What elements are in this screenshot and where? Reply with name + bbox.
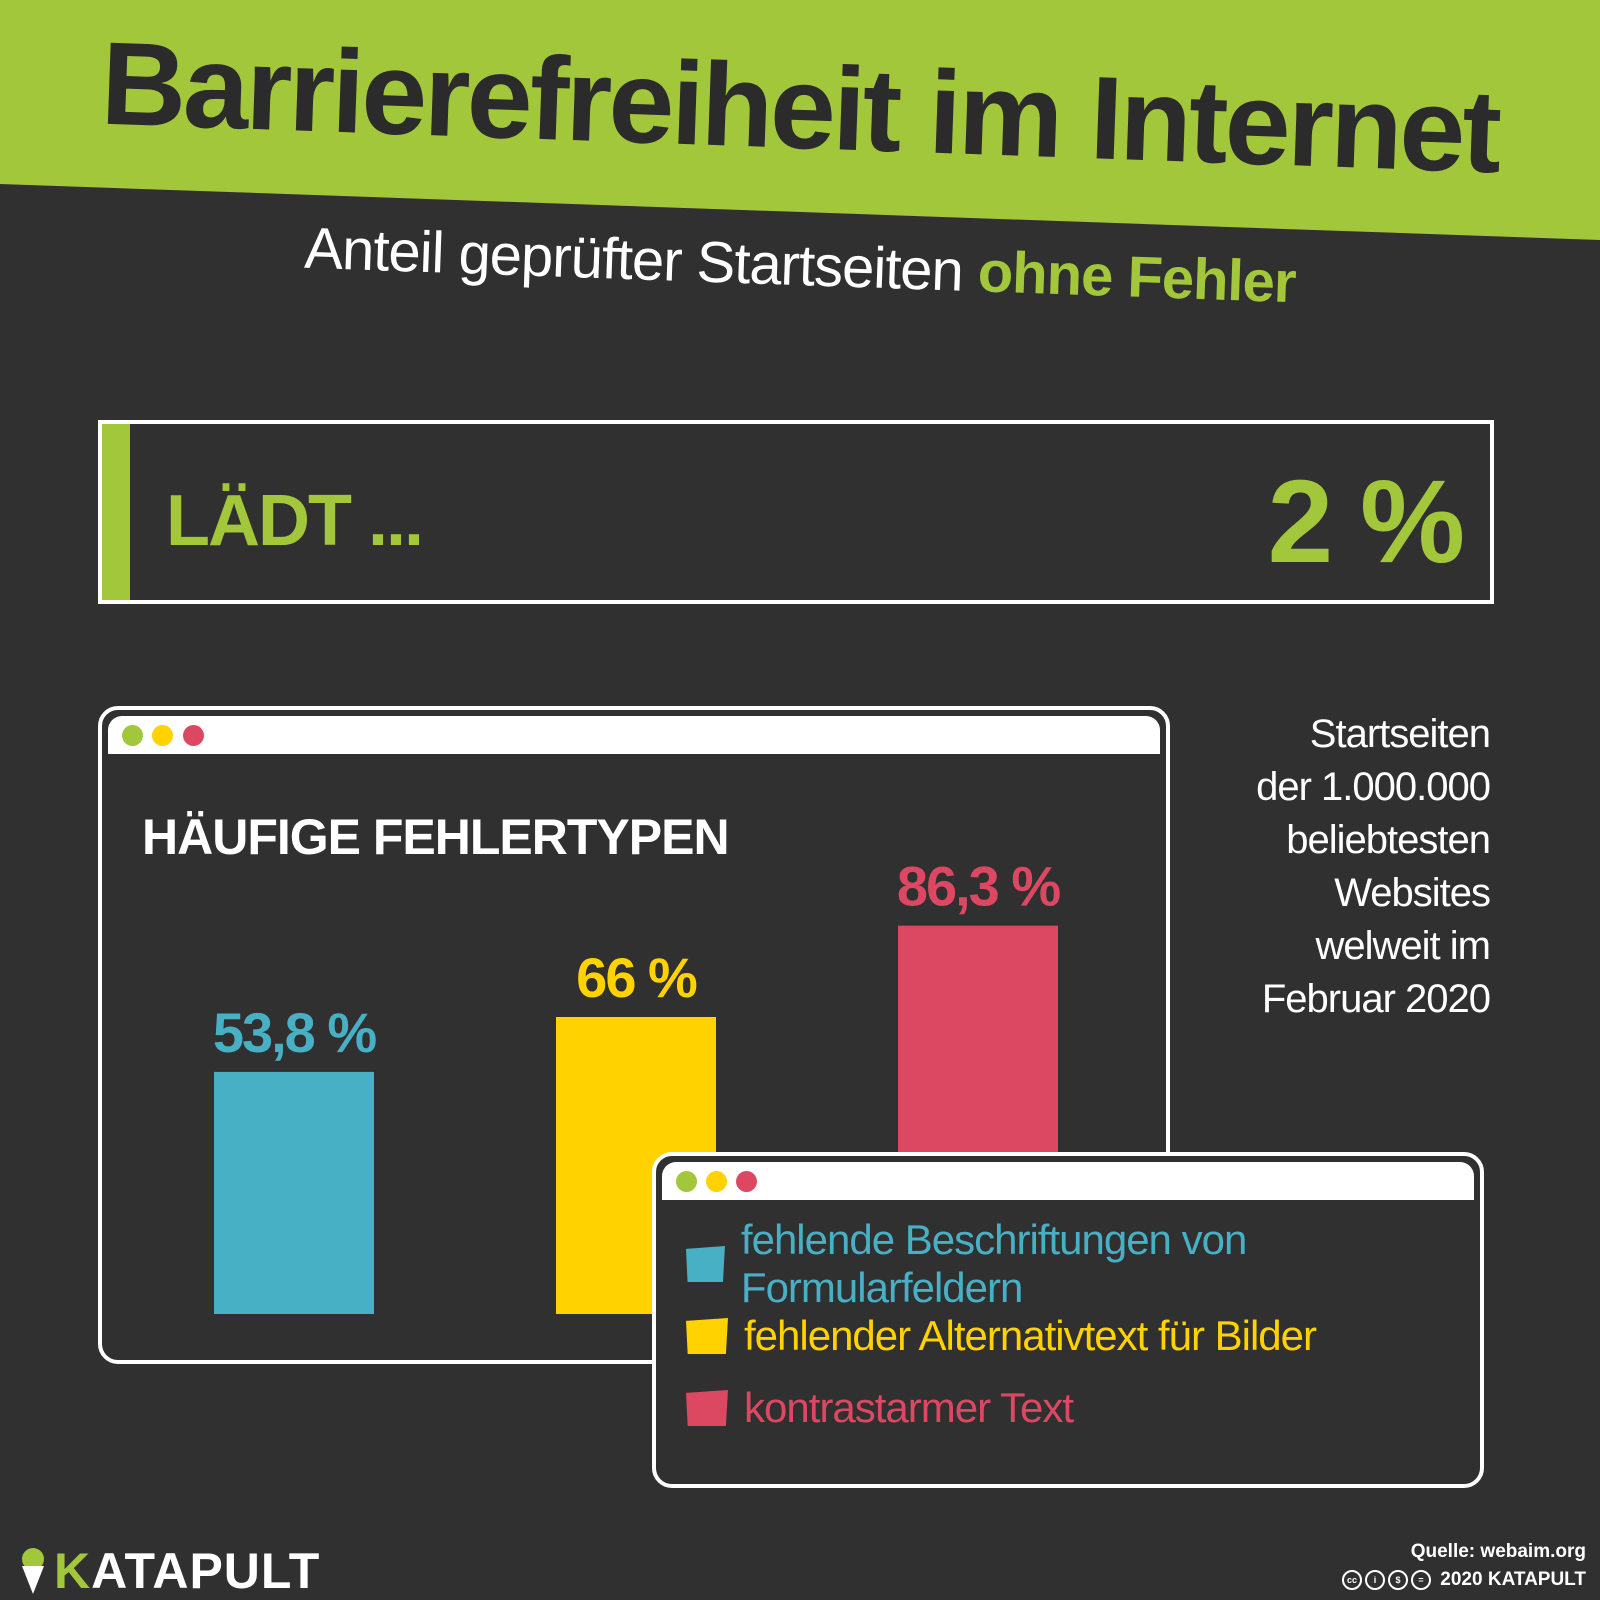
bar-value-label-2: 66 % [576, 946, 697, 1009]
note-line: Websites [1334, 871, 1491, 915]
legend-swatch [686, 1318, 728, 1354]
window-dot-yellow [152, 725, 173, 746]
loading-bar: LÄDT ... 2 % [98, 420, 1494, 604]
window-dot-red [183, 725, 204, 746]
bar-value-label-1: 53,8 % [213, 1001, 377, 1064]
katapult-logo: KATAPULT [18, 1542, 320, 1600]
note-line: der 1.000.000 [1256, 765, 1491, 809]
legend-item: fehlender Alternativtext für Bilder [686, 1300, 1480, 1372]
nd-icon: = [1411, 1569, 1432, 1590]
legend-label: fehlender Alternativtext für Bilder [744, 1312, 1317, 1359]
legend-label: fehlende Beschriftungen von Formularfeld… [740, 1216, 1247, 1311]
loading-bar-fill [102, 424, 130, 600]
legend-label: kontrastarmer Text [744, 1384, 1074, 1431]
chart-note: Startseiten der 1.000.000 beliebtesten Webs… [1190, 708, 1491, 1026]
legend-window: fehlende Beschriftungen von Formularfeld… [652, 1152, 1484, 1488]
katapult-cone-icon [22, 1548, 44, 1594]
note-line: beliebtesten [1286, 818, 1491, 862]
cc-icon: cc [1342, 1569, 1363, 1590]
chart-window: HÄUFIGE FEHLERTYPEN 53,8 % 66 % 86,3 % [98, 706, 1170, 1364]
legend-window-titlebar [662, 1162, 1474, 1200]
bar-chart: 53,8 % 66 % 86,3 % [213, 855, 1062, 1314]
chart-title: HÄUFIGE FEHLERTYPEN [142, 809, 730, 865]
logo-text: KATAPULT [54, 1543, 321, 1599]
subtitle-highlight: ohne Fehler [976, 239, 1297, 316]
note-line: welweit im [1315, 924, 1491, 968]
legend-item: kontrastarmer Text [686, 1372, 1480, 1444]
copyright-text: 2020 KATAPULT [1440, 1569, 1586, 1590]
loading-label: LÄDT ... [166, 481, 424, 561]
bar-value-label-3: 86,3 % [897, 855, 1061, 918]
legend-item: fehlende Beschriftungen von Formularfeld… [686, 1216, 1480, 1311]
nc-icon: $ [1388, 1569, 1409, 1590]
window-dot-red [736, 1171, 757, 1192]
chart-legend: fehlende Beschriftungen von Formularfeld… [686, 1216, 1480, 1444]
legend-swatch [686, 1246, 725, 1282]
window-dot-yellow [706, 1171, 727, 1192]
footer: Quelle: webaim.org cc i $ = 2020 KATAPUL… [1342, 1538, 1586, 1594]
bar-1 [214, 1071, 374, 1314]
loading-percent: 2 % [1267, 456, 1465, 588]
by-icon: i [1365, 1569, 1386, 1590]
subtitle-prefix: Anteil geprüfter Startseiten [303, 215, 964, 304]
note-line: Februar 2020 [1261, 977, 1491, 1021]
source-text: Quelle: webaim.org [1410, 1541, 1586, 1562]
window-dot-green [676, 1171, 697, 1192]
window-dot-green [122, 725, 143, 746]
legend-swatch [686, 1390, 728, 1426]
chart-window-titlebar [108, 716, 1160, 754]
note-line: Startseiten [1309, 712, 1491, 756]
license-icons: cc i $ = [1342, 1569, 1432, 1590]
